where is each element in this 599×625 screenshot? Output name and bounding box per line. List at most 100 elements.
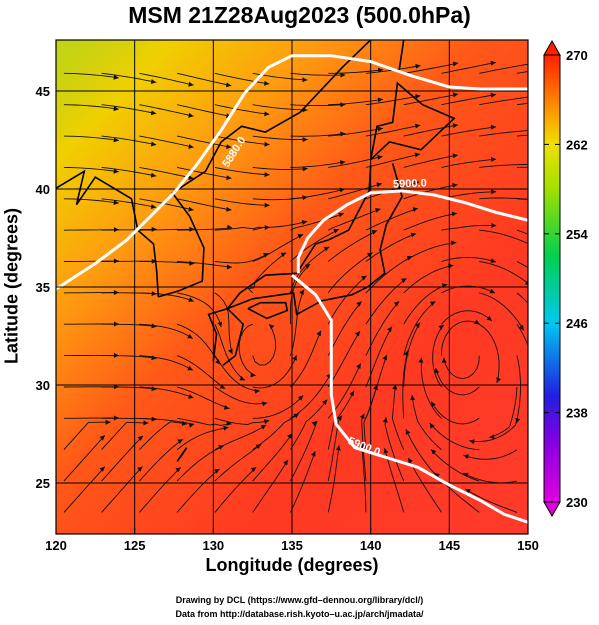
streamline-arrow [175,467,181,473]
streamline [403,283,448,325]
streamline-arrow [137,435,144,441]
streamline-arrow [293,413,300,419]
y-tick-label: 25 [36,476,50,491]
streamline [478,323,500,383]
streamline-arrow [567,166,572,171]
streamline [63,198,119,204]
streamline [441,285,496,294]
streamline-arrow [316,330,321,337]
streamline-arrow [338,212,344,218]
streamline [403,242,457,262]
streamline [290,330,322,388]
streamline [402,350,409,419]
streamline [327,301,363,356]
streamline [441,158,497,168]
coastline [158,40,372,298]
streamline [465,488,518,513]
streamline-arrow [414,152,420,158]
streamline-arrow [219,384,226,389]
streamline-arrow [415,63,421,69]
streamline-arrow [418,357,424,363]
streamline [365,153,421,168]
streamline-arrow [431,401,436,407]
streamline [420,357,442,419]
streamline [177,227,233,231]
x-tick-label: 120 [45,538,67,553]
x-tick-label: 145 [438,538,460,553]
streamline [214,417,270,425]
streamline [403,322,421,388]
streamline-arrow [188,394,194,399]
streamline-arrow [297,395,304,401]
streamline-arrow [401,278,407,284]
streamline [516,261,528,269]
streamline [289,289,305,356]
gridlines [56,40,528,534]
streamline [327,230,378,262]
streamline-arrow [489,434,495,440]
streamline-arrow [150,79,157,84]
streamline-arrow [226,175,232,181]
x-tick-label: 140 [360,538,382,553]
streamline [441,256,497,263]
streamline-arrow [429,423,435,429]
streamline-arrow [311,421,318,427]
streamline-arrow [361,275,367,281]
streamline-arrow [474,319,480,325]
streamline [290,399,328,450]
streamline [177,135,232,148]
streamline [139,421,188,451]
streamline [469,418,518,442]
streamline-arrow [301,220,308,225]
streamline [214,198,270,206]
streamline-arrow [340,160,346,165]
streamline-arrow [518,324,524,331]
streamline-arrow [563,251,569,256]
streamline-arrow [469,439,475,445]
streamline [252,395,304,419]
streamline [139,166,194,179]
streamline [247,252,287,294]
streamline [252,221,308,231]
streamline-arrow [405,429,411,435]
streamline-arrow [264,80,270,86]
streamline [139,467,182,513]
streamline [479,130,528,137]
streamline [101,435,144,482]
streamline-arrow [189,226,195,232]
streamline-arrow [413,180,420,186]
streamline-arrow [143,420,149,426]
streamline [214,292,233,355]
streamline-arrow [412,207,419,212]
streamline [403,301,436,356]
streamline-arrow [113,200,119,205]
streamline-arrow [490,258,496,263]
cold-region [56,40,188,190]
streamline-arrow [349,390,354,397]
streamline [214,104,270,115]
streamline-arrow [264,111,270,117]
streamline [214,72,270,85]
streamline [176,386,230,410]
streamline [289,246,330,294]
streamline-arrow [214,468,220,474]
streamline [214,355,260,392]
streamline-arrow [188,175,194,181]
streamline [515,355,521,424]
streamline-arrow [529,197,534,202]
streamline [479,229,528,245]
streamline [63,135,119,141]
streamline-arrow [438,324,444,330]
streamline-arrow [528,61,533,66]
streamline-arrow [264,202,270,208]
colorbar: 230 238 246 254 262 270 [543,39,588,518]
streamline-arrow [188,81,194,87]
streamline-arrow [151,386,157,392]
colorbar-tick-label: 246 [566,316,588,331]
streamline-arrow [567,97,572,102]
streamline [176,426,229,451]
streamline [252,166,308,170]
streamline [516,166,528,168]
streamline [139,72,194,86]
